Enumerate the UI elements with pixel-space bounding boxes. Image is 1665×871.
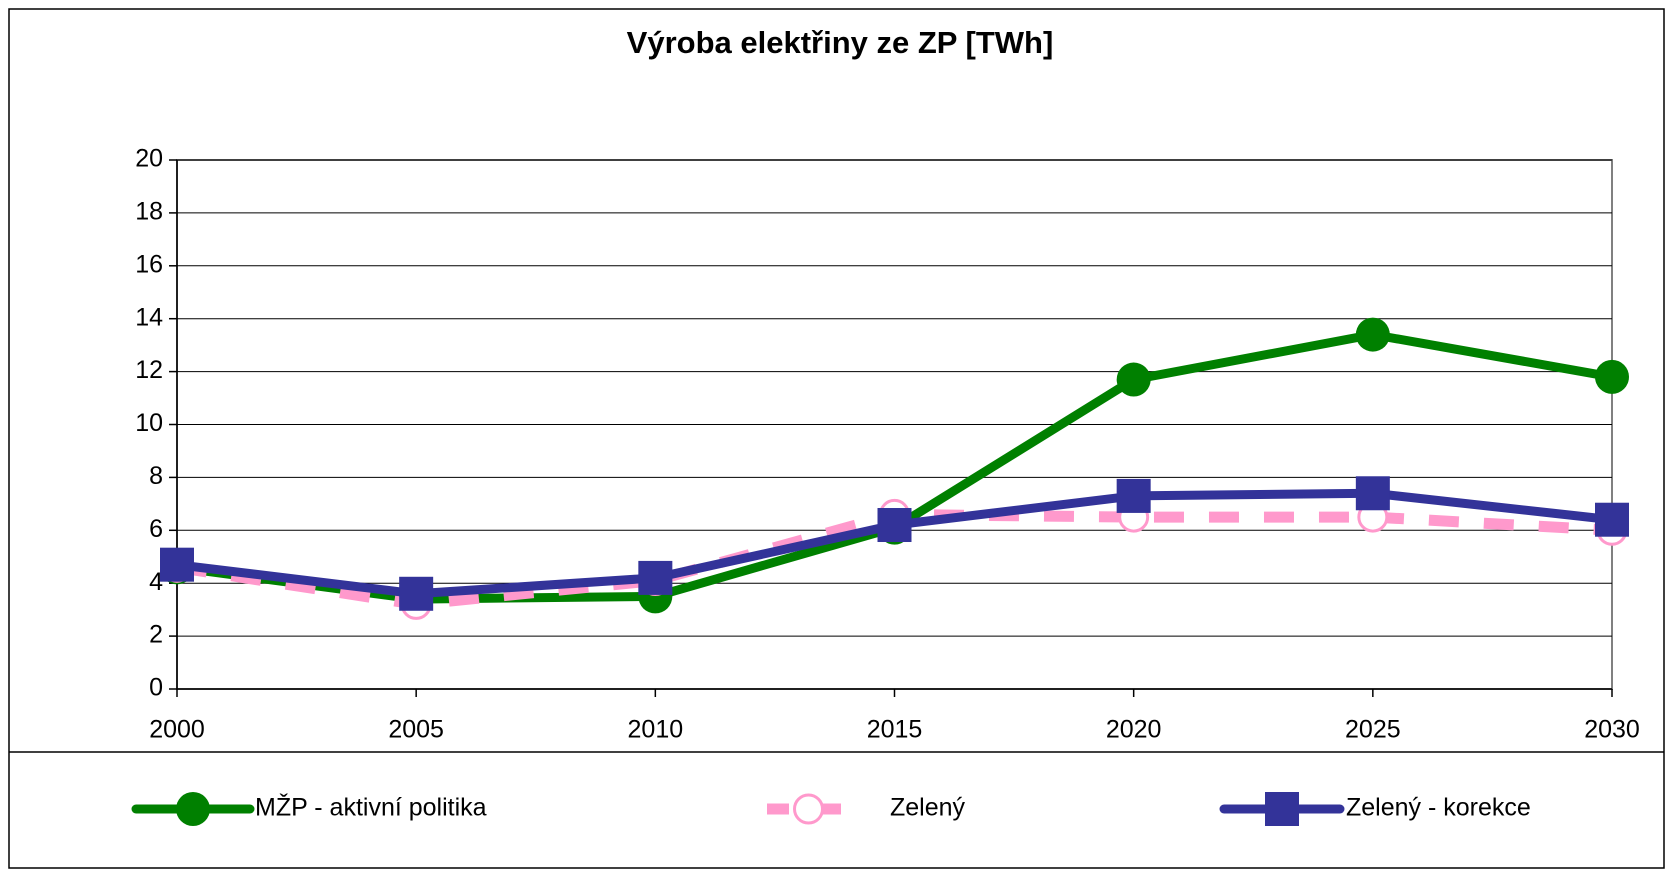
y-tick-label: 12: [135, 356, 163, 384]
x-tick-label: 2025: [1345, 716, 1401, 744]
data-point: [160, 547, 194, 582]
y-tick-label: 6: [149, 515, 163, 543]
y-tick-label: 8: [149, 462, 163, 490]
legend-marker: [1265, 792, 1299, 826]
data-point: [638, 560, 673, 595]
data-point: [877, 508, 912, 543]
data-point: [1355, 476, 1390, 511]
x-tick-label: 2010: [628, 716, 684, 744]
y-tick-label: 20: [135, 145, 163, 173]
y-tick-label: 16: [135, 250, 163, 278]
data-point: [1116, 478, 1151, 513]
data-point: [1595, 359, 1629, 394]
y-tick-label: 18: [135, 198, 163, 226]
y-tick-label: 10: [135, 409, 163, 437]
x-tick-label: 2030: [1584, 716, 1640, 744]
data-point: [1116, 362, 1151, 397]
legend-marker: [176, 792, 210, 826]
legend-label: Zelený: [890, 794, 966, 822]
data-point: [1355, 317, 1390, 352]
x-tick-label: 2015: [867, 716, 923, 744]
legend-label: Zelený - korekce: [1346, 794, 1531, 822]
y-tick-label: 4: [149, 568, 163, 596]
x-tick-label: 2020: [1106, 716, 1162, 744]
data-point: [399, 576, 434, 611]
x-tick-label: 2000: [149, 716, 205, 744]
chart-title: Výroba elektřiny ze ZP [TWh]: [627, 25, 1054, 60]
x-tick-label: 2005: [388, 716, 444, 744]
y-tick-label: 0: [149, 674, 163, 702]
y-tick-label: 14: [135, 303, 163, 331]
legend-label: MŽP - aktivní politika: [255, 793, 487, 822]
data-point: [1595, 502, 1629, 537]
y-tick-label: 2: [149, 621, 163, 649]
legend-marker: [793, 793, 824, 825]
